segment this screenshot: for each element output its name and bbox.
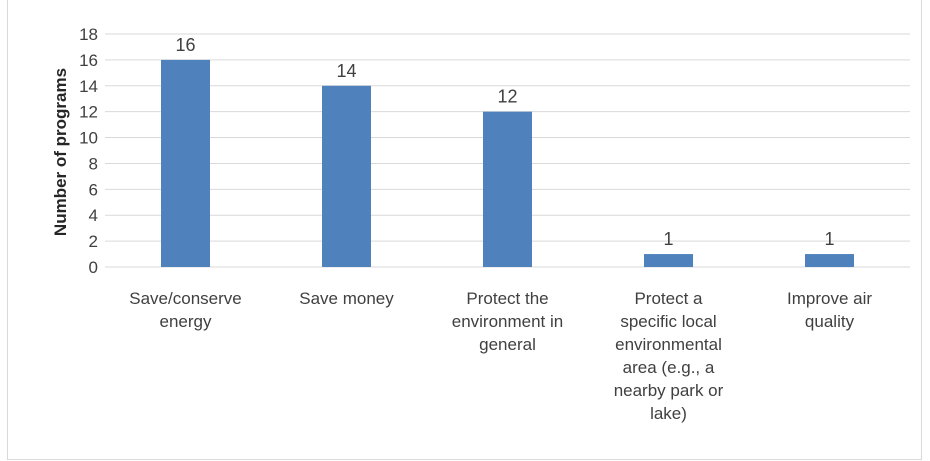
y-tick-label: 12	[79, 103, 98, 122]
data-labels: 16 14 12 1 1	[175, 35, 834, 249]
y-tick-label: 6	[89, 180, 98, 199]
bar-4	[644, 254, 693, 267]
y-tick-label: 0	[89, 258, 98, 277]
bar-3	[483, 111, 532, 268]
data-label-5: 1	[824, 229, 834, 249]
y-tick-label: 14	[79, 77, 98, 96]
y-tick-label: 8	[89, 154, 98, 173]
chart-frame	[7, 0, 922, 460]
data-label-2: 14	[336, 61, 356, 81]
data-label-1: 16	[175, 35, 195, 55]
bar-1	[161, 59, 210, 268]
y-tick-label: 18	[79, 25, 98, 44]
category-label-5: Improve air quality	[787, 289, 872, 331]
y-tick-label: 10	[79, 129, 98, 148]
y-axis-ticks: 0 2 4 6 8 10 12 14 16 18	[79, 25, 98, 277]
category-label-3: Protect the environment in general	[452, 289, 564, 354]
y-tick-label: 4	[89, 206, 98, 225]
bar-2	[322, 85, 371, 268]
y-axis-title: Number of programs	[51, 68, 70, 236]
bar-5	[805, 254, 854, 267]
y-tick-label: 16	[79, 51, 98, 70]
data-label-3: 12	[497, 87, 517, 107]
bars	[161, 59, 854, 268]
y-tick-label: 2	[89, 232, 98, 251]
category-label-1: Save/conserve energy	[129, 289, 241, 331]
category-label-2: Save money	[299, 289, 394, 308]
x-axis-categories: Save/conserve energy Save money Protect the…	[129, 289, 872, 423]
data-label-4: 1	[663, 229, 673, 249]
category-label-4: Protect a specific local environmental area…	[614, 289, 724, 423]
